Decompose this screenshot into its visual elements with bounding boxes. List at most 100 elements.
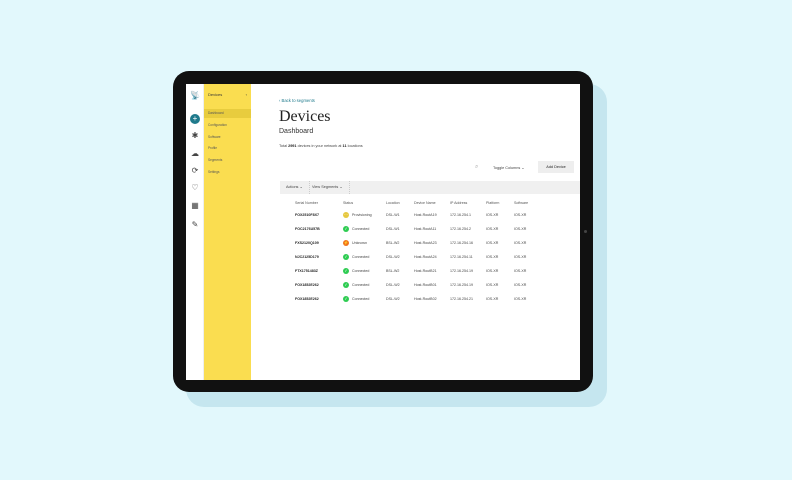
sidebar-item-software[interactable]: Software (208, 135, 221, 139)
status-cell: ✓ Connected (343, 264, 386, 278)
page-title: Devices (279, 108, 331, 125)
platform-cell: IOS-XR (486, 255, 499, 259)
device-name-cell: Host-RoutA11 (414, 227, 437, 231)
view-segments-dropdown[interactable]: View Segments ⌄ (306, 181, 350, 194)
platform-cell: IOS-XR (486, 213, 499, 217)
tablet-camera (584, 230, 587, 233)
device-name-cell: Host-RoutB21 (414, 269, 437, 273)
main-content: ‹ Back to segments Devices Dashboard Tot… (251, 84, 580, 380)
sidebar: Devices ‹ Dashboard Configuration Softwa… (204, 84, 251, 380)
table-row[interactable]: FOX1852E262 ✓ Connected DSL-W2 Host-RoutB… (295, 292, 544, 306)
table-row[interactable]: FOX1852E262 ✓ Connected DSL-W2 Host-RoutB… (295, 278, 544, 292)
connected-status-icon: ✓ (343, 268, 349, 274)
devices-table: Serial Number Status Location Device Nam… (295, 197, 544, 306)
table-row[interactable]: FXS2120Q109 ⚡ Unknown BSL-W2 Host-RoutA23… (295, 236, 544, 250)
col-serial[interactable]: Serial Number (295, 200, 318, 205)
software-cell: IOS-XR (514, 241, 527, 245)
collapse-chevron-icon[interactable]: ‹ (245, 92, 247, 97)
sidebar-item-dashboard[interactable]: Dashboard (204, 109, 251, 118)
location-cell: DSL-W2 (386, 283, 400, 287)
col-status[interactable]: Status (343, 200, 354, 205)
serial-cell: NJC2125D179 (295, 255, 319, 259)
status-text: Provisioning (352, 212, 372, 217)
total-suffix: locations (346, 144, 363, 148)
status-cell: ✓ Connected (343, 292, 386, 306)
refresh-icon[interactable]: ⟳ (191, 166, 199, 175)
col-ip[interactable]: IP Address (450, 200, 468, 205)
app-screen: 📡 + ✱ ☁ ⟳ ♡ ▦ ✎ Devices ‹ Dashboard Conf… (186, 84, 580, 380)
sidebar-item-segments[interactable]: Segments (208, 158, 223, 162)
col-device-name[interactable]: Device Name (414, 200, 436, 205)
status-cell: ✓ Connected (343, 250, 386, 264)
software-cell: IOS-XR (514, 213, 527, 217)
col-platform[interactable]: Platform (486, 200, 500, 205)
actions-dropdown[interactable]: Actions ⌄ (280, 181, 310, 194)
status-cell: ✓ Connected (343, 222, 386, 236)
software-cell: IOS-XR (514, 255, 527, 259)
page-subtitle: Dashboard (279, 128, 314, 135)
total-summary: Total 2991 devices in your network at 11… (279, 144, 363, 148)
platform-cell: IOS-XR (486, 227, 499, 231)
location-count: 11 (342, 144, 347, 148)
connected-status-icon: ✓ (343, 254, 349, 260)
serial-cell: FOX1852E262 (295, 283, 319, 287)
status-cell: ✓ Connected (343, 278, 386, 292)
status-cell: ⋯ Provisioning (343, 208, 386, 222)
table-row[interactable]: FTX1751483Z ✓ Connected BSL-W2 Host-RoutB… (295, 264, 544, 278)
total-middle: devices in your network at (296, 144, 343, 148)
table-header-row: Serial Number Status Location Device Nam… (295, 197, 544, 208)
location-cell: DSL-W2 (386, 255, 400, 259)
qr-grid-icon[interactable]: ▦ (191, 201, 199, 210)
software-cell: IOS-XR (514, 269, 527, 273)
device-name-cell: Host-RoutA24 (414, 255, 437, 259)
device-name-cell: Host-RoutB01 (414, 283, 437, 287)
software-cell: IOS-XR (514, 227, 527, 231)
location-cell: BSL-W2 (386, 241, 400, 245)
add-device-button[interactable]: Add Device (538, 161, 574, 173)
status-text: Unknown (352, 240, 367, 245)
status-text: Connected (352, 296, 370, 301)
sidebar-title: Devices (208, 92, 223, 97)
search-icon[interactable]: ⌕ (475, 164, 479, 170)
table-row[interactable]: FOX2510F8X7 ⋯ Provisioning DSL-W1 Host-Ro… (295, 208, 544, 222)
ip-cell: 172.16.254.11 (450, 255, 473, 259)
device-name-cell: Host-RoutA23 (414, 241, 437, 245)
total-prefix: Total (279, 144, 289, 148)
sidebar-item-configuration[interactable]: Configuration (208, 123, 227, 127)
plus-icon[interactable]: + (190, 114, 200, 124)
sidebar-item-settings[interactable]: Settings (208, 170, 220, 174)
connected-status-icon: ✓ (343, 282, 349, 288)
serial-cell: FTX1751483Z (295, 269, 318, 273)
ip-cell: 172.16.254.19 (450, 269, 473, 273)
table-row[interactable]: FOC2176U57B ✓ Connected DSL-W1 Host-RoutA… (295, 222, 544, 236)
ip-cell: 172.16.254.1 (450, 213, 471, 217)
col-software[interactable]: Software (514, 200, 529, 205)
serial-cell: FOC2176U57B (295, 227, 320, 231)
ip-cell: 172.16.254.2 (450, 227, 471, 231)
serial-cell: FOX2510F8X7 (295, 213, 319, 217)
connected-status-icon: ✓ (343, 226, 349, 232)
table-row[interactable]: NJC2125D179 ✓ Connected DSL-W2 Host-RoutA… (295, 250, 544, 264)
cloud-icon[interactable]: ☁ (191, 149, 199, 158)
unknown-status-icon: ⚡ (343, 240, 349, 246)
software-cell: IOS-XR (514, 297, 527, 301)
device-count: 2991 (288, 144, 297, 148)
satellite-dish-icon[interactable]: 📡 (190, 91, 200, 100)
sidebar-item-profile[interactable]: Profile (208, 146, 218, 150)
back-link[interactable]: ‹ Back to segments (279, 98, 315, 103)
network-icon[interactable]: ✱ (191, 131, 199, 140)
connected-status-icon: ✓ (343, 296, 349, 302)
status-text: Connected (352, 254, 370, 259)
heart-icon[interactable]: ♡ (191, 183, 199, 192)
col-location[interactable]: Location (386, 200, 400, 205)
toggle-columns-dropdown[interactable]: Toggle Columns ⌄ (493, 166, 525, 170)
device-name-cell: Host-RoutA19 (414, 213, 437, 217)
status-text: Connected (352, 282, 370, 287)
status-text: Connected (352, 268, 370, 273)
ip-cell: 172.16.254.21 (450, 297, 473, 301)
location-cell: DSL-W2 (386, 297, 400, 301)
wrench-icon[interactable]: ✎ (191, 220, 199, 229)
ip-cell: 172.16.254.16 (450, 241, 473, 245)
status-cell: ⚡ Unknown (343, 236, 386, 250)
platform-cell: IOS-XR (486, 241, 499, 245)
